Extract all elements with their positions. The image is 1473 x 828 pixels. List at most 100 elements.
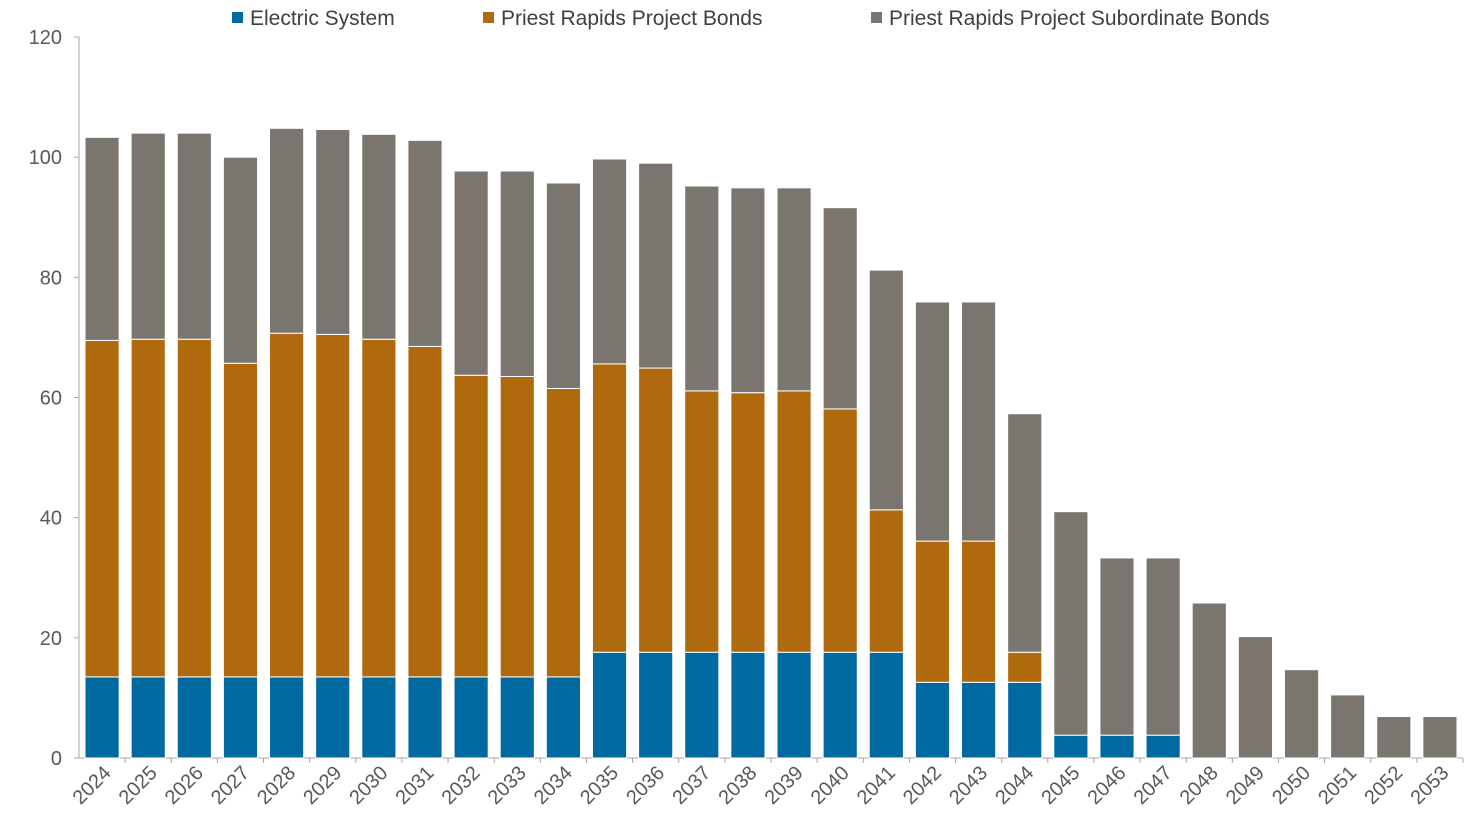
bar-segment <box>1053 734 1089 759</box>
x-tick-label: 2045 <box>1037 762 1084 809</box>
x-tick-label: 2048 <box>1176 762 1223 809</box>
bar-segment <box>730 187 766 394</box>
bar-segment <box>1376 716 1412 759</box>
bar-segment <box>730 392 766 653</box>
bar-segment <box>591 363 628 653</box>
bar-segment <box>1422 716 1458 759</box>
x-tick-label: 2029 <box>299 762 346 809</box>
legend-label: Electric System <box>250 7 395 30</box>
bar-segment <box>545 387 581 678</box>
x-tick-label: 2033 <box>484 762 531 809</box>
bar-segment <box>130 338 166 678</box>
bar-segment <box>1053 511 1089 736</box>
bar-segment <box>84 676 120 759</box>
x-tick-label: 2049 <box>1222 762 1269 809</box>
legend-swatch <box>232 12 243 23</box>
bar-segment <box>130 132 166 340</box>
x-tick-label: 2035 <box>576 762 623 809</box>
y-tick-label: 20 <box>40 628 62 650</box>
bar-segment <box>914 540 951 683</box>
x-tick-label: 2041 <box>853 762 900 809</box>
y-tick-label: 120 <box>29 27 62 49</box>
y-tick-label: 40 <box>40 508 62 530</box>
bar-segment <box>84 136 120 341</box>
x-tick-label: 2046 <box>1084 762 1131 809</box>
x-tick-label: 2051 <box>1314 762 1361 809</box>
x-tick-label: 2042 <box>899 762 946 809</box>
bar-segment <box>361 676 397 759</box>
bar-segment <box>776 651 812 759</box>
bar-segment <box>961 681 997 759</box>
bar-segment <box>1099 557 1135 736</box>
legend-label: Priest Rapids Project Subordinate Bonds <box>889 7 1270 30</box>
legend-swatch <box>871 12 882 23</box>
x-tick-label: 2036 <box>622 762 669 809</box>
x-tick-label: 2028 <box>253 762 300 809</box>
bar-segment <box>407 139 443 347</box>
bar-segment <box>638 367 674 653</box>
bar-segment <box>638 651 674 759</box>
x-tick-label: 2044 <box>991 762 1038 809</box>
bar-segment <box>684 185 720 392</box>
bar-segment <box>822 207 858 410</box>
bar-segment <box>1283 669 1320 759</box>
bar-segment <box>545 182 581 389</box>
bar-segment <box>961 301 997 542</box>
bar-segment <box>776 390 812 653</box>
legend-label: Priest Rapids Project Bonds <box>501 7 762 30</box>
bar-segment <box>222 676 259 759</box>
bar-segment <box>269 332 305 678</box>
x-tick-label: 2050 <box>1268 762 1315 809</box>
x-tick-label: 2026 <box>161 762 208 809</box>
bar-segment <box>315 676 351 759</box>
bar-segment <box>499 676 535 759</box>
bar-segment <box>1007 651 1043 683</box>
bar-segment <box>822 408 858 653</box>
x-tick-label: 2030 <box>345 762 392 809</box>
bar-segment <box>176 338 212 678</box>
bar-segment <box>176 676 212 759</box>
x-tick-label: 2031 <box>392 762 439 809</box>
bar-segment <box>961 540 997 683</box>
bar-segment <box>453 374 489 678</box>
bar-segment <box>407 676 443 759</box>
bar-segment <box>1237 636 1273 759</box>
x-tick-label: 2040 <box>807 762 854 809</box>
bar-segment <box>1007 681 1043 759</box>
bar-segment <box>176 132 212 340</box>
x-tick-label: 2024 <box>69 762 116 809</box>
bar-segment <box>591 158 628 365</box>
bar-segment <box>361 133 397 340</box>
bar-segment <box>1099 734 1135 759</box>
bar-segment <box>407 345 443 678</box>
x-tick-label: 2037 <box>668 762 715 809</box>
bar-segment <box>499 170 535 377</box>
x-tick-label: 2025 <box>115 762 162 809</box>
bar-segment <box>269 676 305 759</box>
bar-segment <box>684 651 720 759</box>
x-tick-label: 2047 <box>1130 762 1177 809</box>
legend-swatch <box>483 12 494 23</box>
bar-segment <box>638 162 674 369</box>
bar-segment <box>868 651 904 759</box>
y-tick-label: 80 <box>40 267 62 289</box>
bar-segment <box>315 333 351 678</box>
bar-segment <box>222 362 259 678</box>
x-tick-label: 2053 <box>1406 762 1453 809</box>
x-tick-label: 2039 <box>761 762 808 809</box>
bar-segment <box>1145 734 1181 759</box>
bar-segment <box>545 676 581 759</box>
x-tick-label: 2032 <box>438 762 485 809</box>
bar-segment <box>84 339 120 678</box>
bar-segment <box>684 390 720 653</box>
bar-segment <box>453 170 489 376</box>
x-tick-label: 2034 <box>530 762 577 809</box>
y-tick-label: 100 <box>29 147 62 169</box>
bar-segment <box>914 301 951 542</box>
x-tick-label: 2038 <box>714 762 761 809</box>
bar-segment <box>868 509 904 653</box>
bar-segment <box>591 651 628 759</box>
bar-segment <box>868 269 904 511</box>
